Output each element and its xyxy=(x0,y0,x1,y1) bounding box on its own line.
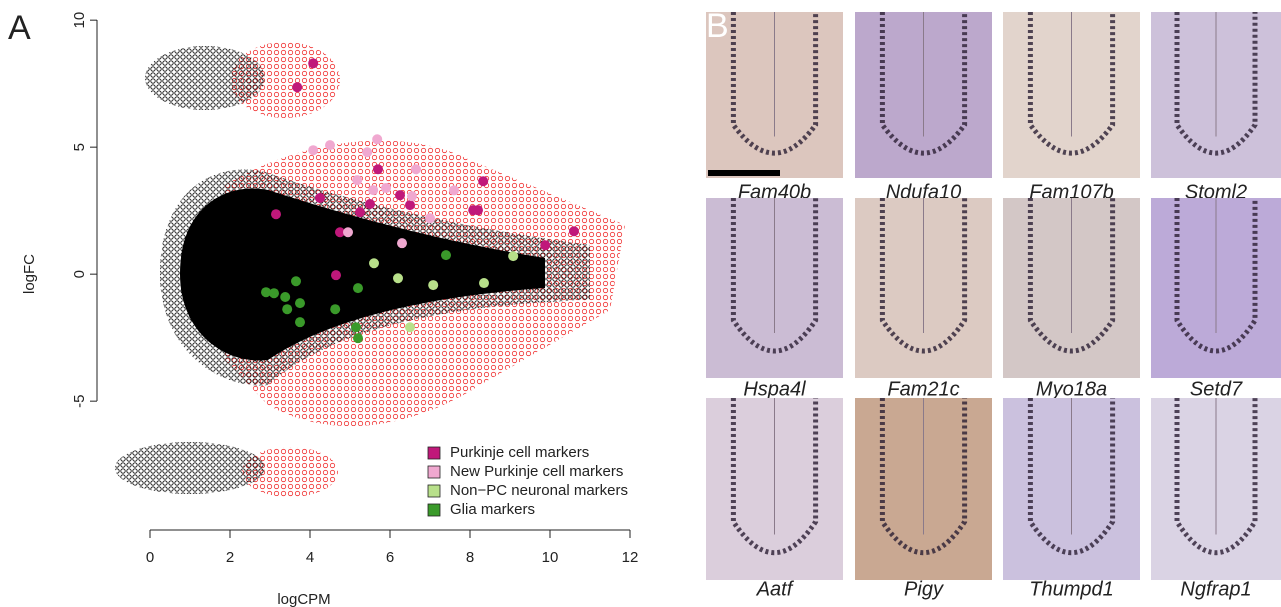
marker-point xyxy=(393,273,403,283)
marker-point xyxy=(355,207,365,217)
marker-point xyxy=(295,298,305,308)
x-tick-label: 10 xyxy=(542,549,559,566)
marker-point xyxy=(280,292,290,302)
image-label: Aatf xyxy=(756,578,795,600)
marker-point xyxy=(369,258,379,268)
image-label: Ngfrap1 xyxy=(1180,578,1251,600)
x-tick-label: 0 xyxy=(146,549,154,566)
marker-point xyxy=(271,209,281,219)
marker-point xyxy=(411,164,421,174)
x-tick-label: 2 xyxy=(226,549,234,566)
marker-point xyxy=(397,238,407,248)
x-tick-label: 8 xyxy=(466,549,474,566)
y-tick-label: 10 xyxy=(71,12,88,29)
image-label: Thumpd1 xyxy=(1029,578,1114,600)
image-label: Setd7 xyxy=(1190,378,1243,400)
marker-point xyxy=(261,287,271,297)
marker-point xyxy=(330,304,340,314)
marker-point xyxy=(449,185,459,195)
marker-point xyxy=(428,280,438,290)
marker-point xyxy=(362,147,372,157)
marker-point xyxy=(368,185,378,195)
marker-point xyxy=(295,317,305,327)
panel-label: A xyxy=(8,9,31,47)
marker-point xyxy=(282,304,292,314)
marker-point xyxy=(353,283,363,293)
legend-label: Non−PC neuronal markers xyxy=(450,482,628,499)
page: A logCPM logFC Fam40bNdufa10Fam107bStoml… xyxy=(0,0,1281,607)
marker-point xyxy=(291,276,301,286)
legend-label: New Purkinje cell markers xyxy=(450,463,623,480)
legend-swatch xyxy=(428,466,440,478)
marker-point xyxy=(353,333,363,343)
scale-bar xyxy=(708,170,780,176)
y-tick-label: 0 xyxy=(71,270,88,278)
bottom-cloud xyxy=(115,442,265,494)
x-tick-label: 12 xyxy=(622,549,639,566)
marker-point xyxy=(395,190,405,200)
legend-swatch xyxy=(428,447,440,459)
y-axis-label: logFC xyxy=(21,254,38,294)
marker-point xyxy=(331,270,341,280)
marker-point xyxy=(365,199,375,209)
marker-point xyxy=(343,227,353,237)
image-label: Hspa4l xyxy=(743,378,806,400)
marker-point xyxy=(405,200,415,210)
marker-point xyxy=(468,205,478,215)
point-cloud xyxy=(115,42,625,497)
top-cloud xyxy=(145,46,265,110)
marker-point xyxy=(373,164,383,174)
marker-point xyxy=(569,226,579,236)
marker-point xyxy=(478,176,488,186)
image-label: Pigy xyxy=(904,578,944,600)
marker-point xyxy=(308,58,318,68)
y-tick-label: -5 xyxy=(71,394,88,407)
marker-point xyxy=(351,322,361,332)
legend-swatch xyxy=(428,485,440,497)
marker-point xyxy=(508,251,518,261)
image-label: Myo18a xyxy=(1036,378,1107,400)
x-tick-label: 4 xyxy=(306,549,314,566)
legend-label: Purkinje cell markers xyxy=(450,444,589,461)
panel-label: B xyxy=(706,7,729,45)
image-label: Fam21c xyxy=(887,378,959,400)
marker-point xyxy=(425,213,435,223)
x-axis-label: logCPM xyxy=(277,591,330,607)
marker-point xyxy=(381,183,391,193)
marker-point xyxy=(479,278,489,288)
marker-point xyxy=(372,134,382,144)
x-tick-label: 6 xyxy=(386,549,394,566)
marker-point xyxy=(292,82,302,92)
figure: A logCPM logFC Fam40bNdufa10Fam107bStoml… xyxy=(0,0,1281,607)
legend-label: Glia markers xyxy=(450,501,535,518)
marker-point xyxy=(308,145,318,155)
legend-swatch xyxy=(428,504,440,516)
marker-point xyxy=(315,193,325,203)
marker-point xyxy=(540,240,550,250)
marker-point xyxy=(405,322,415,332)
y-tick-label: 5 xyxy=(71,143,88,151)
marker-point xyxy=(325,140,335,150)
marker-point xyxy=(441,250,451,260)
marker-point xyxy=(352,175,362,185)
marker-point xyxy=(407,191,417,201)
